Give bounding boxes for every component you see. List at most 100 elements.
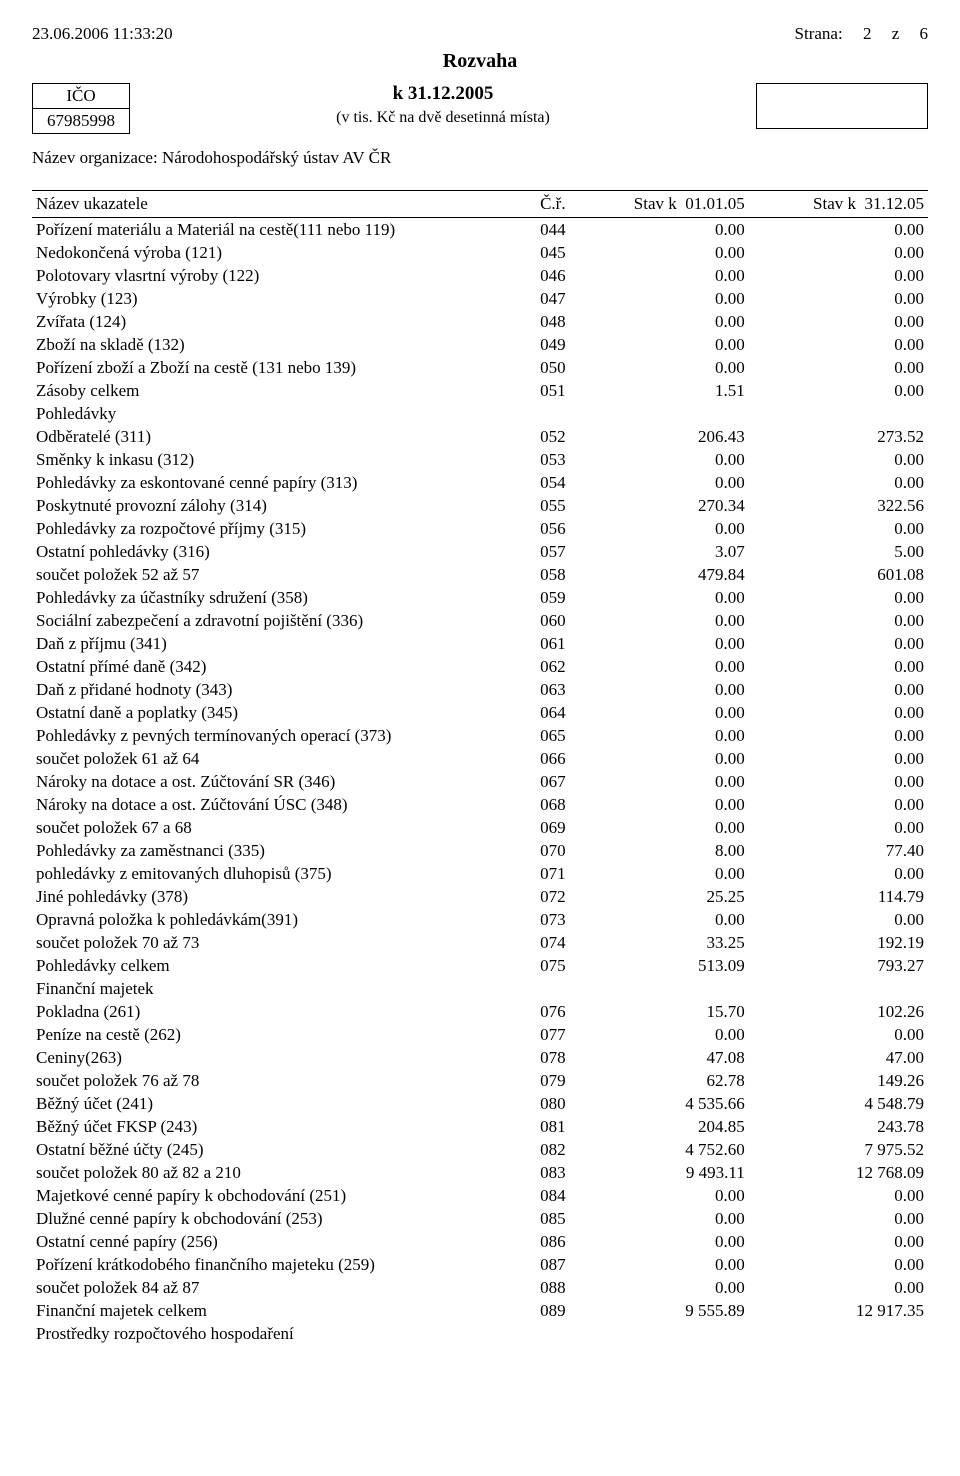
table-row: Ostatní cenné papíry (256)0860.000.00 [32,1230,928,1253]
table-row: Běžný účet FKSP (243)081204.85243.78 [32,1115,928,1138]
cell-v1: 513.09 [570,954,749,977]
cell-v1: 47.08 [570,1046,749,1069]
cell-v1: 0.00 [570,356,749,379]
cell-name: součet položek 80 až 82 a 210 [32,1161,516,1184]
cell-cr: 082 [516,1138,570,1161]
cell-cr: 062 [516,655,570,678]
cell-cr: 066 [516,747,570,770]
z-label: z [892,24,900,43]
table-row: Odběratelé (311)052206.43273.52 [32,425,928,448]
cell-cr: 084 [516,1184,570,1207]
strana-num: 2 [863,24,872,43]
cell-name: Pohledávky celkem [32,954,516,977]
cell-cr: 075 [516,954,570,977]
cell-name: součet položek 52 až 57 [32,563,516,586]
cell-v1: 0.00 [570,862,749,885]
table-row: Peníze na cestě (262)0770.000.00 [32,1023,928,1046]
cell-v2: 0.00 [749,609,928,632]
cell-v2: 0.00 [749,287,928,310]
cell-v2: 273.52 [749,425,928,448]
cell-v2: 114.79 [749,885,928,908]
cell-v2: 0.00 [749,310,928,333]
cell-cr: 076 [516,1000,570,1023]
cell-v2: 601.08 [749,563,928,586]
cell-cr: 087 [516,1253,570,1276]
cell-v2: 0.00 [749,218,928,242]
cell-v1: 15.70 [570,1000,749,1023]
cell-v2: 5.00 [749,540,928,563]
table-header-row: Název ukazatele Č.ř. Stav k 01.01.05 Sta… [32,191,928,218]
cell-cr: 083 [516,1161,570,1184]
asof-date: 31.12.2005 [408,83,494,104]
cell-v1: 0.00 [570,816,749,839]
table-row: součet položek 84 až 870880.000.00 [32,1276,928,1299]
cell-name: Zvířata (124) [32,310,516,333]
table-row: součet položek 67 a 680690.000.00 [32,816,928,839]
cell-name: Pořízení zboží a Zboží na cestě (131 neb… [32,356,516,379]
table-row: Zboží na skladě (132)0490.000.00 [32,333,928,356]
cell-name: Ostatní pohledávky (316) [32,540,516,563]
cell-name: Nároky na dotace a ost. Zúčtování SR (34… [32,770,516,793]
table-row: Daň z přidané hodnoty (343)0630.000.00 [32,678,928,701]
table-row: Zásoby celkem0511.510.00 [32,379,928,402]
cell-name: pohledávky z emitovaných dluhopisů (375) [32,862,516,885]
th-col1: Stav k 01.01.05 [570,191,749,218]
cell-cr: 063 [516,678,570,701]
cell-name: Finanční majetek celkem [32,1299,516,1322]
cell-cr: 085 [516,1207,570,1230]
cell-v2: 0.00 [749,701,928,724]
cell-cr: 067 [516,770,570,793]
cell-name: Pohledávky za eskontované cenné papíry (… [32,471,516,494]
table-row: pohledávky z emitovaných dluhopisů (375)… [32,862,928,885]
cell-name: Dlužné cenné papíry k obchodování (253) [32,1207,516,1230]
cell-v2: 0.00 [749,770,928,793]
page-header: 23.06.2006 11:33:20 Strana: 2 z 6 [32,24,928,44]
cell-name: součet položek 67 a 68 [32,816,516,839]
cell-cr: 056 [516,517,570,540]
table-row: Pokladna (261)07615.70102.26 [32,1000,928,1023]
cell-cr: 044 [516,218,570,242]
table-row: Směnky k inkasu (312)0530.000.00 [32,448,928,471]
cell-cr: 055 [516,494,570,517]
cell-name: Ostatní přímé daně (342) [32,655,516,678]
cell-name: Opravná položka k pohledávkám(391) [32,908,516,931]
cell-v2: 0.00 [749,379,928,402]
cell-cr: 065 [516,724,570,747]
cell-name: Polotovary vlasrtní výroby (122) [32,264,516,287]
cell-v1: 33.25 [570,931,749,954]
table-row: Pořízení krátkodobého finančního majetek… [32,1253,928,1276]
cell-v1: 0.00 [570,747,749,770]
ico-label: IČO [33,84,130,109]
cell-v1: 0.00 [570,655,749,678]
cell-name: Běžný účet (241) [32,1092,516,1115]
cell-v1: 4 535.66 [570,1092,749,1115]
cell-v2: 0.00 [749,1276,928,1299]
cell-name: Zboží na skladě (132) [32,333,516,356]
cell-name: Odběratelé (311) [32,425,516,448]
cell-v2: 0.00 [749,1184,928,1207]
cell-name: Jiné pohledávky (378) [32,885,516,908]
cell-v2: 793.27 [749,954,928,977]
cell-cr: 045 [516,241,570,264]
cell-v2: 0.00 [749,333,928,356]
section-label: Pohledávky [32,402,928,425]
page-info: Strana: 2 z 6 [779,24,928,44]
table-row: Pohledávky celkem075513.09793.27 [32,954,928,977]
cell-v2: 0.00 [749,655,928,678]
cell-v1: 0.00 [570,724,749,747]
table-row: Ostatní daně a poplatky (345)0640.000.00 [32,701,928,724]
cell-v2: 149.26 [749,1069,928,1092]
cell-name: Pořízení krátkodobého finančního majetek… [32,1253,516,1276]
cell-cr: 077 [516,1023,570,1046]
cell-v1: 0.00 [570,333,749,356]
cell-v2: 0.00 [749,678,928,701]
cell-v1: 8.00 [570,839,749,862]
cell-name: Zásoby celkem [32,379,516,402]
cell-v1: 206.43 [570,425,749,448]
cell-v1: 0.00 [570,517,749,540]
cell-name: Nároky na dotace a ost. Zúčtování ÚSC (3… [32,793,516,816]
table-row: Finanční majetek celkem0899 555.8912 917… [32,1299,928,1322]
cell-v2: 0.00 [749,747,928,770]
cell-v2: 0.00 [749,356,928,379]
cell-cr: 047 [516,287,570,310]
